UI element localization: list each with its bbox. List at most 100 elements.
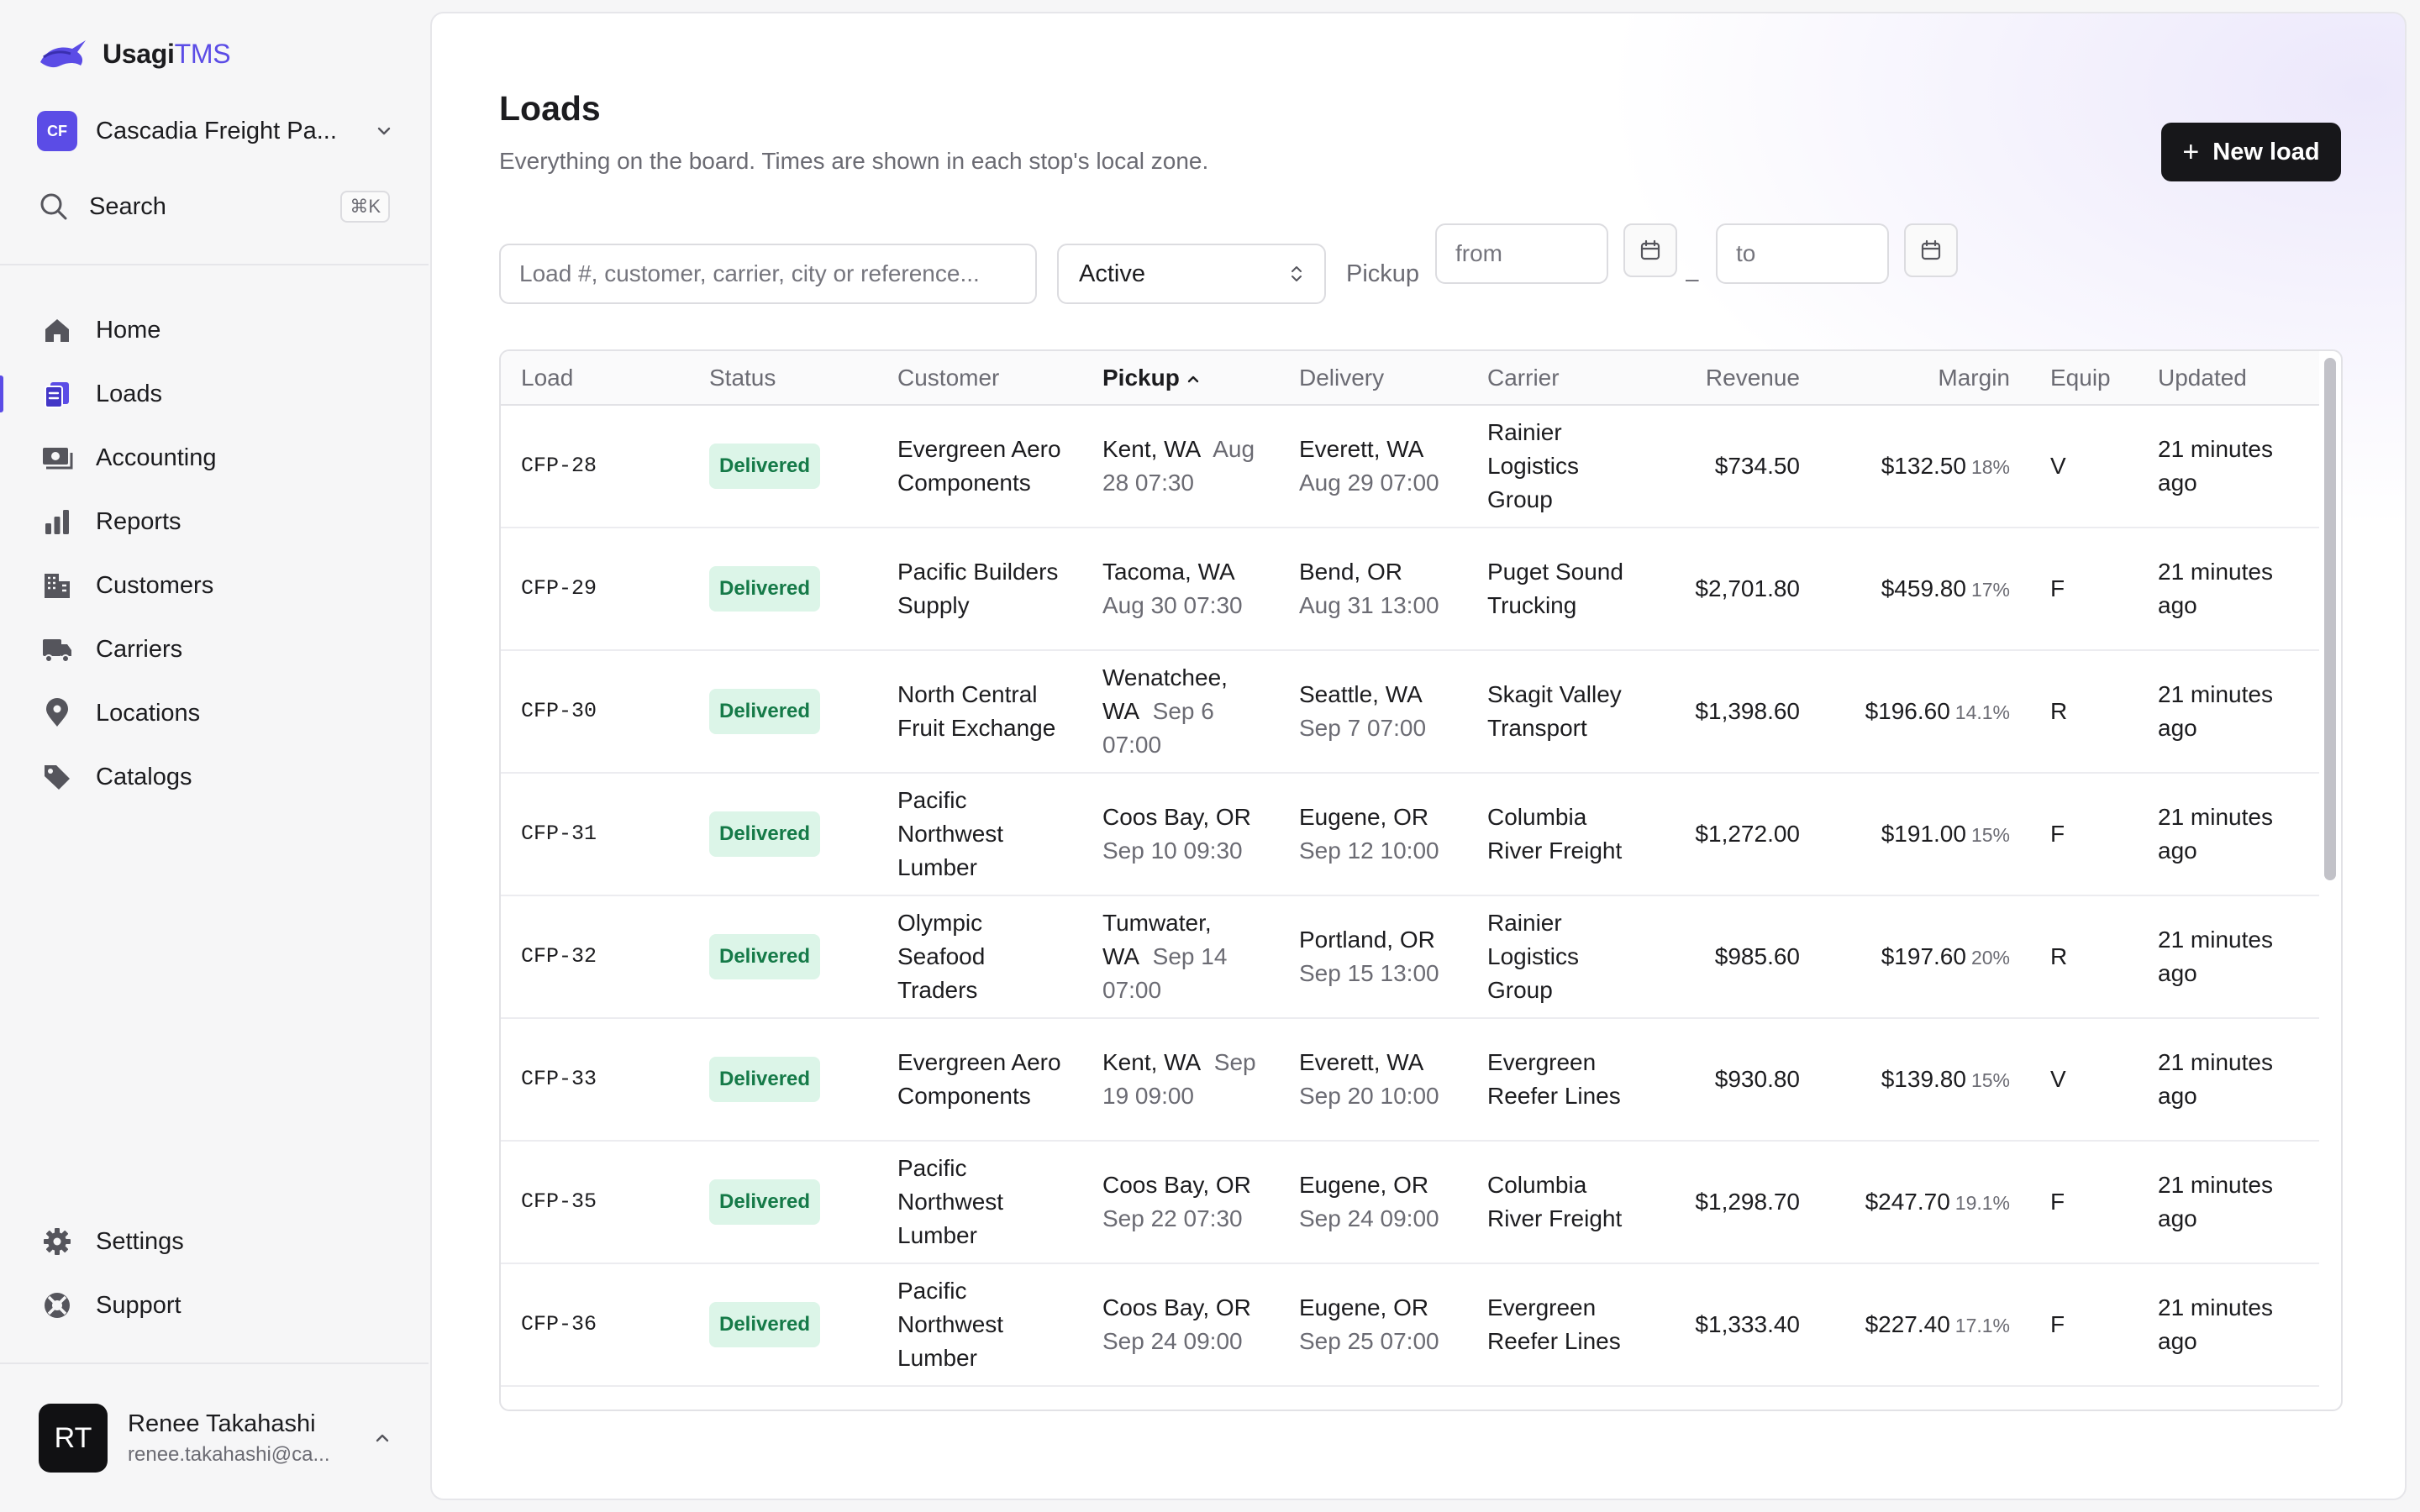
delivery-cell: Everett, WA Aug 29 07:00 (1279, 405, 1467, 528)
revenue-cell: $985.60 (1655, 895, 1820, 1019)
load-id[interactable]: CFP-30 (501, 650, 689, 774)
carrier-cell: Rainier Logistics Group (1467, 405, 1655, 528)
table-row[interactable]: CFP-28 Delivered Evergreen Aero Componen… (501, 405, 2319, 528)
delivery-city: Everett, WA (1299, 1049, 1424, 1075)
margin-cell: $132.50 18% (1820, 405, 2030, 528)
pickup-cell: Coos Bay, OR Sep 22 07:30 (1082, 1141, 1279, 1264)
delivery-time: Aug 29 07:00 (1299, 470, 1439, 496)
sidebar-divider (0, 1362, 429, 1364)
column-header-equip[interactable]: Equip (2030, 351, 2138, 406)
pickup-city: Tacoma, WA (1102, 559, 1235, 585)
load-id[interactable]: CFP-28 (501, 405, 689, 528)
sidebar-item-label: Catalogs (96, 763, 192, 790)
brand-logo[interactable]: UsagiTMS (39, 37, 231, 71)
user-email: renee.takahashi@ca... (128, 1442, 330, 1466)
column-header-label: Pickup (1102, 364, 1180, 391)
table-row[interactable]: CFP-32 Delivered Olympic Seafood Traders… (501, 895, 2319, 1019)
sidebar: UsagiTMS CF Cascadia Freight Pa... Searc… (0, 0, 429, 1512)
status-badge: Delivered (709, 1057, 821, 1102)
margin-percent: 19.1% (1954, 1191, 2010, 1214)
user-menu[interactable]: RT Renee Takahashi renee.takahashi@ca... (39, 1403, 392, 1473)
column-header-delivery[interactable]: Delivery (1279, 351, 1467, 406)
updated-cell: 21 minutes ago (2138, 1141, 2319, 1264)
column-header-pickup[interactable]: Pickup (1082, 351, 1279, 406)
load-id[interactable]: CFP-32 (501, 895, 689, 1019)
table-row[interactable]: CFP-30 Delivered North Central Fruit Exc… (501, 650, 2319, 774)
tag-icon (40, 760, 74, 794)
pickup-city: Kent, WA (1102, 436, 1202, 462)
sidebar-item-settings[interactable]: Settings (0, 1210, 429, 1273)
table-row[interactable]: CFP-31 Delivered Pacific Northwest Lumbe… (501, 773, 2319, 896)
sidebar-item-locations[interactable]: Locations (0, 681, 429, 745)
from-calendar-button[interactable] (1623, 223, 1677, 277)
sidebar-item-accounting[interactable]: Accounting (0, 426, 429, 490)
secondary-nav: Settings Support (0, 1210, 429, 1337)
carrier-cell: Evergreen Reefer Lines (1467, 1263, 1655, 1387)
carrier-cell: Rainier Logistics Group (1467, 895, 1655, 1019)
load-id[interactable]: CFP-36 (501, 1263, 689, 1387)
equip-cell: F (2030, 1141, 2138, 1264)
pickup-to-input[interactable] (1716, 223, 1889, 284)
load-search-input[interactable] (499, 244, 1037, 304)
pickup-time: Sep 6 07:00 (1102, 698, 1214, 758)
sidebar-item-loads[interactable]: Loads (0, 362, 429, 426)
load-id[interactable]: CFP-31 (501, 773, 689, 896)
new-load-button[interactable]: + New load (2161, 123, 2341, 181)
sidebar-item-label: Locations (96, 699, 201, 727)
table-row[interactable]: CFP-29 Delivered Pacific Builders Supply… (501, 528, 2319, 651)
table-row[interactable]: CFP-36 Delivered Pacific Northwest Lumbe… (501, 1263, 2319, 1387)
carrier-cell: Columbia River Freight (1467, 773, 1655, 896)
customer-cell: Pacific Northwest Lumber (877, 773, 1082, 896)
sidebar-item-carriers[interactable]: Carriers (0, 617, 429, 681)
load-id[interactable]: CFP-29 (501, 528, 689, 651)
column-header-margin[interactable]: Margin (1820, 351, 2030, 406)
sidebar-item-label: Carriers (96, 635, 183, 663)
search-label: Search (89, 192, 166, 220)
sidebar-item-customers[interactable]: Customers (0, 554, 429, 617)
gear-icon (40, 1225, 74, 1258)
delivery-time: Sep 7 07:00 (1299, 715, 1427, 741)
updated-cell: 21 minutes ago (2138, 773, 2319, 896)
sidebar-search[interactable]: Search ⌘K (37, 186, 390, 227)
pickup-time: Sep 10 09:30 (1102, 837, 1243, 864)
sidebar-item-support[interactable]: Support (0, 1273, 429, 1337)
equip-cell: R (2030, 895, 2138, 1019)
sidebar-item-home[interactable]: Home (0, 298, 429, 362)
delivery-cell: Eugene, OR Sep 25 07:00 (1279, 1263, 1467, 1387)
status-badge: Delivered (709, 444, 821, 489)
column-header-status[interactable]: Status (689, 351, 877, 406)
column-header-carrier[interactable]: Carrier (1467, 351, 1655, 406)
column-header-updated[interactable]: Updated (2138, 351, 2319, 406)
status-cell: Delivered (689, 773, 877, 896)
sidebar-item-reports[interactable]: Reports (0, 490, 429, 554)
column-header-load[interactable]: Load (501, 351, 689, 406)
plus-icon: + (2182, 136, 2200, 168)
chevron-down-icon (377, 127, 391, 135)
sidebar-item-catalogs[interactable]: Catalogs (0, 745, 429, 809)
load-id[interactable]: CFP-35 (501, 1141, 689, 1264)
table-row[interactable]: CFP-33 Delivered Evergreen Aero Componen… (501, 1018, 2319, 1142)
pickup-city: Coos Bay, OR (1102, 1294, 1251, 1320)
column-header-customer[interactable]: Customer (877, 351, 1082, 406)
pickup-filter-label: Pickup (1346, 260, 1420, 287)
column-header-revenue[interactable]: Revenue (1655, 351, 1820, 406)
avatar: RT (39, 1404, 108, 1473)
customer-cell: Evergreen Aero Components (877, 1018, 1082, 1142)
status-badge: Delivered (709, 934, 821, 979)
updated-cell: 21 minutes ago (2138, 528, 2319, 651)
load-id[interactable]: CFP-33 (501, 1018, 689, 1142)
status-select[interactable]: Active (1057, 244, 1326, 304)
table-scrollbar[interactable] (2324, 358, 2336, 880)
table-row[interactable]: CFP-35 Delivered Pacific Northwest Lumbe… (501, 1141, 2319, 1264)
org-switcher[interactable]: CF Cascadia Freight Pa... (37, 111, 393, 151)
pickup-from-input[interactable] (1435, 223, 1608, 284)
revenue-cell: $1,298.70 (1655, 1141, 1820, 1264)
revenue-cell: $1,333.40 (1655, 1263, 1820, 1387)
sidebar-item-label: Loads (96, 380, 163, 407)
to-calendar-button[interactable] (1904, 223, 1958, 277)
margin-value: $227.40 (1865, 1310, 1950, 1337)
pickup-cell: Wenatchee, WA Sep 6 07:00 (1082, 650, 1279, 774)
calendar-icon (1640, 239, 1660, 260)
customer-cell: Olympic Seafood Traders (877, 895, 1082, 1019)
margin-cell: $191.00 15% (1820, 773, 2030, 896)
